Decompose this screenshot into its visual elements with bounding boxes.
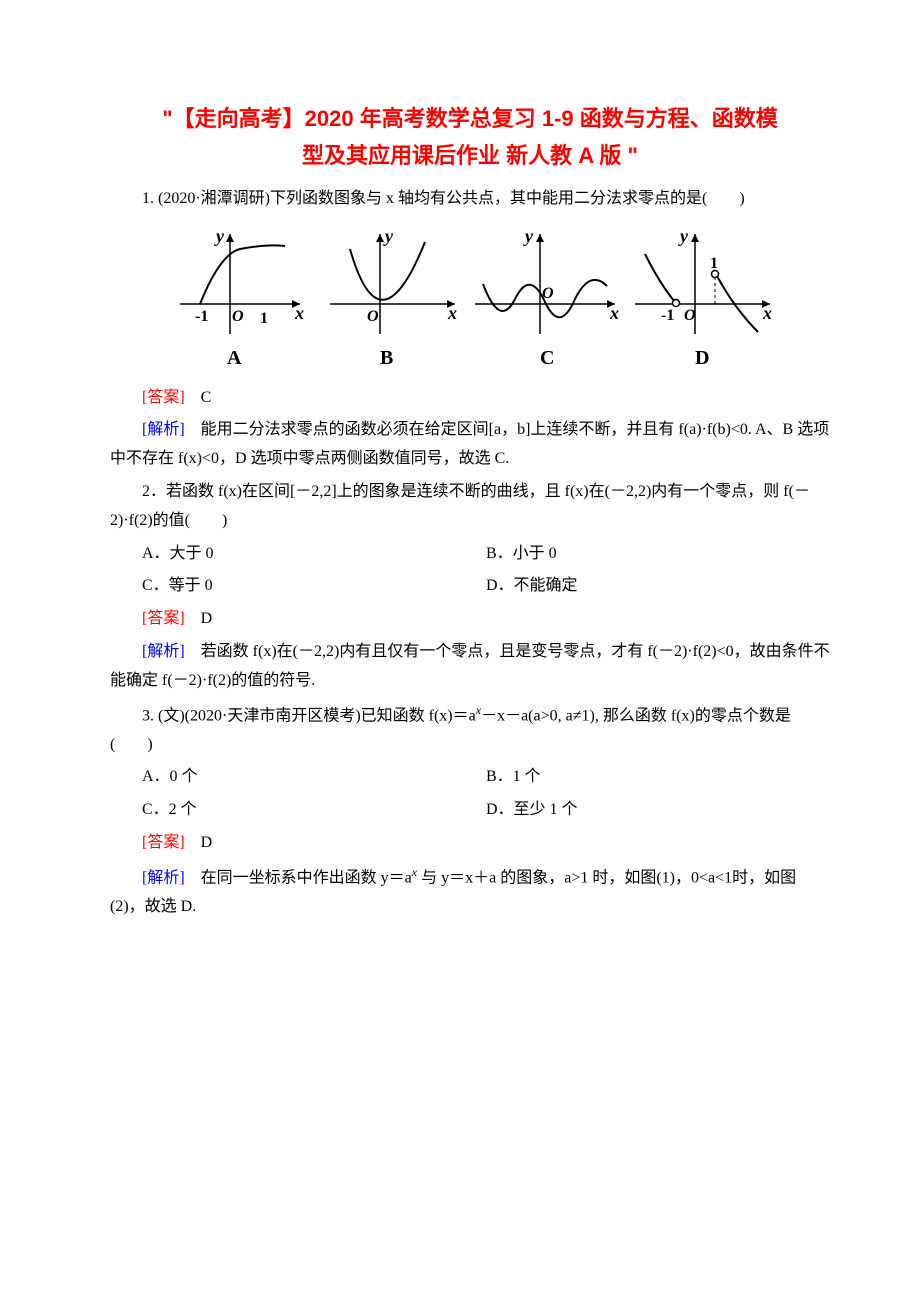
svg-text:-1: -1 bbox=[195, 308, 208, 325]
q3-answer-value: D bbox=[185, 834, 213, 851]
svg-text:1: 1 bbox=[260, 310, 268, 327]
q2-answer-label: [答案] bbox=[142, 610, 185, 627]
q2-analysis-label: [解析] bbox=[142, 643, 185, 660]
q2-stem: 2．若函数 f(x)在区间[－2,2]上的图象是连续不断的曲线，且 f(x)在(… bbox=[110, 478, 830, 536]
q2-analysis-text: 若函数 f(x)在(－2,2)内有且仅有一个零点，且是变号零点，才有 f(－2)… bbox=[110, 643, 830, 689]
q2-option-c: C．等于 0 bbox=[142, 572, 486, 601]
q3-analysis-label: [解析] bbox=[142, 869, 185, 886]
svg-text:A: A bbox=[227, 347, 242, 369]
q3-options-row1: A．0 个 B．1 个 bbox=[142, 763, 830, 792]
svg-text:O: O bbox=[232, 308, 244, 325]
subplot-b: O x y B bbox=[330, 226, 457, 369]
q1-svg: -1 O 1 x y A O x y B bbox=[170, 224, 780, 374]
svg-text:B: B bbox=[380, 347, 393, 369]
svg-text:y: y bbox=[214, 226, 225, 246]
svg-text:C: C bbox=[540, 347, 554, 369]
q1-answer-label: [答案] bbox=[142, 389, 185, 406]
subplot-a: -1 O 1 x y A bbox=[180, 226, 304, 369]
q1-analysis-label: [解析] bbox=[142, 421, 185, 438]
svg-text:x: x bbox=[762, 303, 772, 323]
q3-stem: 3. (文)(2020·天津市南开区模考)已知函数 f(x)＝ax－x－a(a>… bbox=[110, 700, 830, 760]
svg-text:x: x bbox=[294, 303, 304, 323]
svg-text:y: y bbox=[678, 226, 689, 246]
subplot-d: -1 O 1 x y D bbox=[635, 226, 772, 369]
svg-text:O: O bbox=[542, 285, 554, 302]
q2-option-b: B．小于 0 bbox=[486, 540, 830, 569]
q2-options-row2: C．等于 0 D．不能确定 bbox=[142, 572, 830, 601]
svg-text:y: y bbox=[523, 226, 534, 246]
q3-analysis: [解析] 在同一坐标系中作出函数 y＝ax 与 y＝x＋a 的图象，a>1 时，… bbox=[110, 862, 830, 922]
q3-option-d: D．至少 1 个 bbox=[486, 796, 830, 825]
q1-answer: [答案] C bbox=[110, 384, 830, 413]
q2-analysis: [解析] 若函数 f(x)在(－2,2)内有且仅有一个零点，且是变号零点，才有 … bbox=[110, 638, 830, 696]
svg-text:-1: -1 bbox=[661, 307, 674, 324]
svg-text:O: O bbox=[684, 307, 696, 324]
title-line-2: 型及其应用课后作业 新人教 A 版 " bbox=[110, 137, 830, 174]
svg-text:1: 1 bbox=[710, 255, 718, 272]
q1-analysis-text: 能用二分法求零点的函数必须在给定区间[a，b]上连续不断，并且有 f(a)·f(… bbox=[110, 421, 829, 467]
svg-text:y: y bbox=[383, 226, 394, 246]
svg-text:x: x bbox=[609, 303, 619, 323]
title-line-1: "【走向高考】2020 年高考数学总复习 1-9 函数与方程、函数模 bbox=[110, 100, 830, 137]
q1-diagram: -1 O 1 x y A O x y B bbox=[170, 224, 830, 374]
q3-option-c: C．2 个 bbox=[142, 796, 486, 825]
q1-stem: 1. (2020·湘潭调研)下列函数图象与 x 轴均有公共点，其中能用二分法求零… bbox=[110, 185, 830, 214]
q2-answer-value: D bbox=[185, 610, 213, 627]
q3-analysis-pre: 在同一坐标系中作出函数 y＝a bbox=[185, 869, 412, 886]
svg-text:O: O bbox=[367, 308, 379, 325]
q2-answer: [答案] D bbox=[110, 605, 830, 634]
q3-option-b: B．1 个 bbox=[486, 763, 830, 792]
q3-answer-label: [答案] bbox=[142, 834, 185, 851]
document-title: "【走向高考】2020 年高考数学总复习 1-9 函数与方程、函数模 型及其应用… bbox=[110, 100, 830, 175]
q3-option-a: A．0 个 bbox=[142, 763, 486, 792]
q3-answer: [答案] D bbox=[110, 829, 830, 858]
q2-option-d: D．不能确定 bbox=[486, 572, 830, 601]
q1-analysis: [解析] 能用二分法求零点的函数必须在给定区间[a，b]上连续不断，并且有 f(… bbox=[110, 416, 830, 474]
q3-options-row2: C．2 个 D．至少 1 个 bbox=[142, 796, 830, 825]
svg-text:D: D bbox=[695, 347, 709, 369]
q2-options-row1: A．大于 0 B．小于 0 bbox=[142, 540, 830, 569]
q1-answer-value: C bbox=[185, 389, 212, 406]
q1-stem-text: 1. (2020·湘潭调研)下列函数图象与 x 轴均有公共点，其中能用二分法求零… bbox=[142, 190, 745, 207]
svg-text:x: x bbox=[447, 303, 457, 323]
document-page: "【走向高考】2020 年高考数学总复习 1-9 函数与方程、函数模 型及其应用… bbox=[0, 0, 920, 986]
subplot-c: O x y C bbox=[475, 226, 619, 369]
q2-option-a: A．大于 0 bbox=[142, 540, 486, 569]
q2-stem-text: 2．若函数 f(x)在区间[－2,2]上的图象是连续不断的曲线，且 f(x)在(… bbox=[110, 483, 810, 529]
q3-stem-pre: 3. (文)(2020·天津市南开区模考)已知函数 f(x)＝a bbox=[142, 707, 476, 724]
